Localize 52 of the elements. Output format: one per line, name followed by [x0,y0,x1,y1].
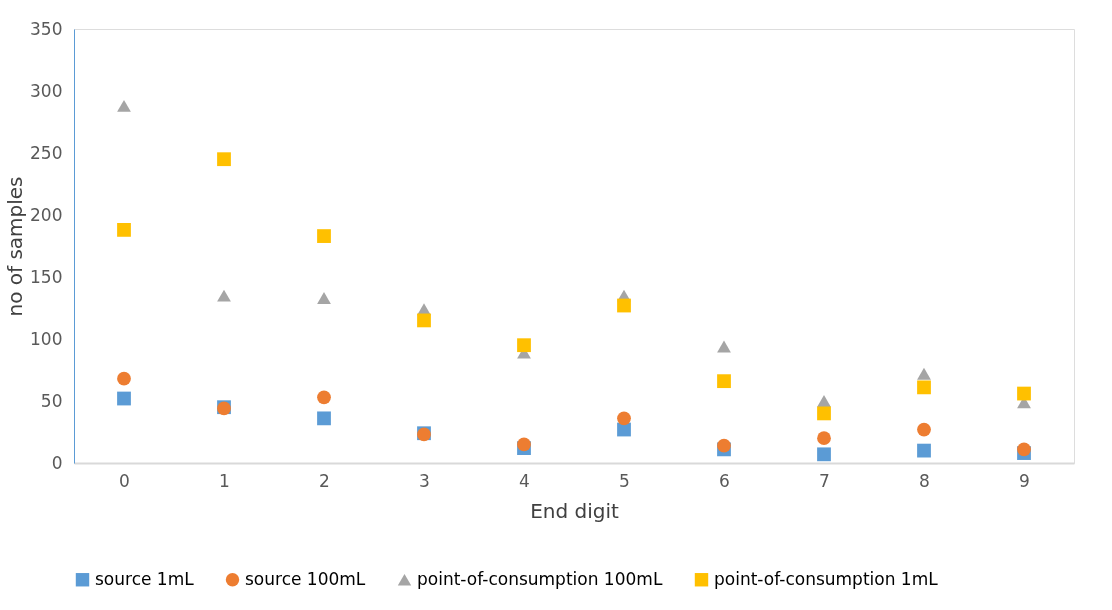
y-tick-label: 0 [51,452,63,473]
x-tick-label: 7 [819,470,830,491]
legend-label: source 1mL [95,568,195,589]
x-tick-label: 0 [119,470,130,491]
point [817,406,831,421]
point [817,447,831,462]
x-tick-label: 9 [1019,470,1030,491]
y-tick-label: 250 [30,142,63,163]
legend-label: point-of-consumption 1mL [714,568,939,589]
point [617,298,631,313]
point [917,380,931,395]
point [917,367,931,380]
y-tick-label: 100 [30,328,63,349]
x-tick-label: 6 [719,470,730,491]
x-tick-label: 1 [219,470,230,491]
point [717,374,731,389]
point [117,391,131,406]
point [117,222,131,237]
point [917,422,931,437]
legend-label: point-of-consumption 100mL [417,568,663,589]
point [717,340,731,353]
y-tick-label: 300 [30,80,63,101]
point [517,338,531,353]
point [117,99,131,112]
point [517,437,531,452]
x-axis-title: End digit [530,498,620,523]
x-tick-label: 4 [519,470,530,491]
point [317,229,331,243]
x-tick-label: 5 [619,470,630,491]
point [1017,442,1031,457]
y-tick-label: 200 [30,204,63,225]
point [317,390,331,405]
point [817,395,831,407]
y-tick-label: 350 [30,18,63,39]
point [917,443,931,458]
point [717,438,731,453]
x-tick-label: 8 [919,470,930,491]
point [1017,386,1031,401]
point [217,152,231,167]
legend-label: source 100mL [245,568,366,589]
y-axis-title: no of samples [3,176,28,317]
point [417,313,431,328]
point [817,431,831,446]
x-tick-label: 3 [419,470,430,491]
point [217,289,231,302]
point [317,292,331,305]
y-tick-label: 150 [30,266,63,287]
x-tick-label: 2 [319,470,330,491]
point [317,411,331,426]
point [617,411,631,426]
y-tick-label: 50 [40,390,63,411]
point [117,371,131,386]
